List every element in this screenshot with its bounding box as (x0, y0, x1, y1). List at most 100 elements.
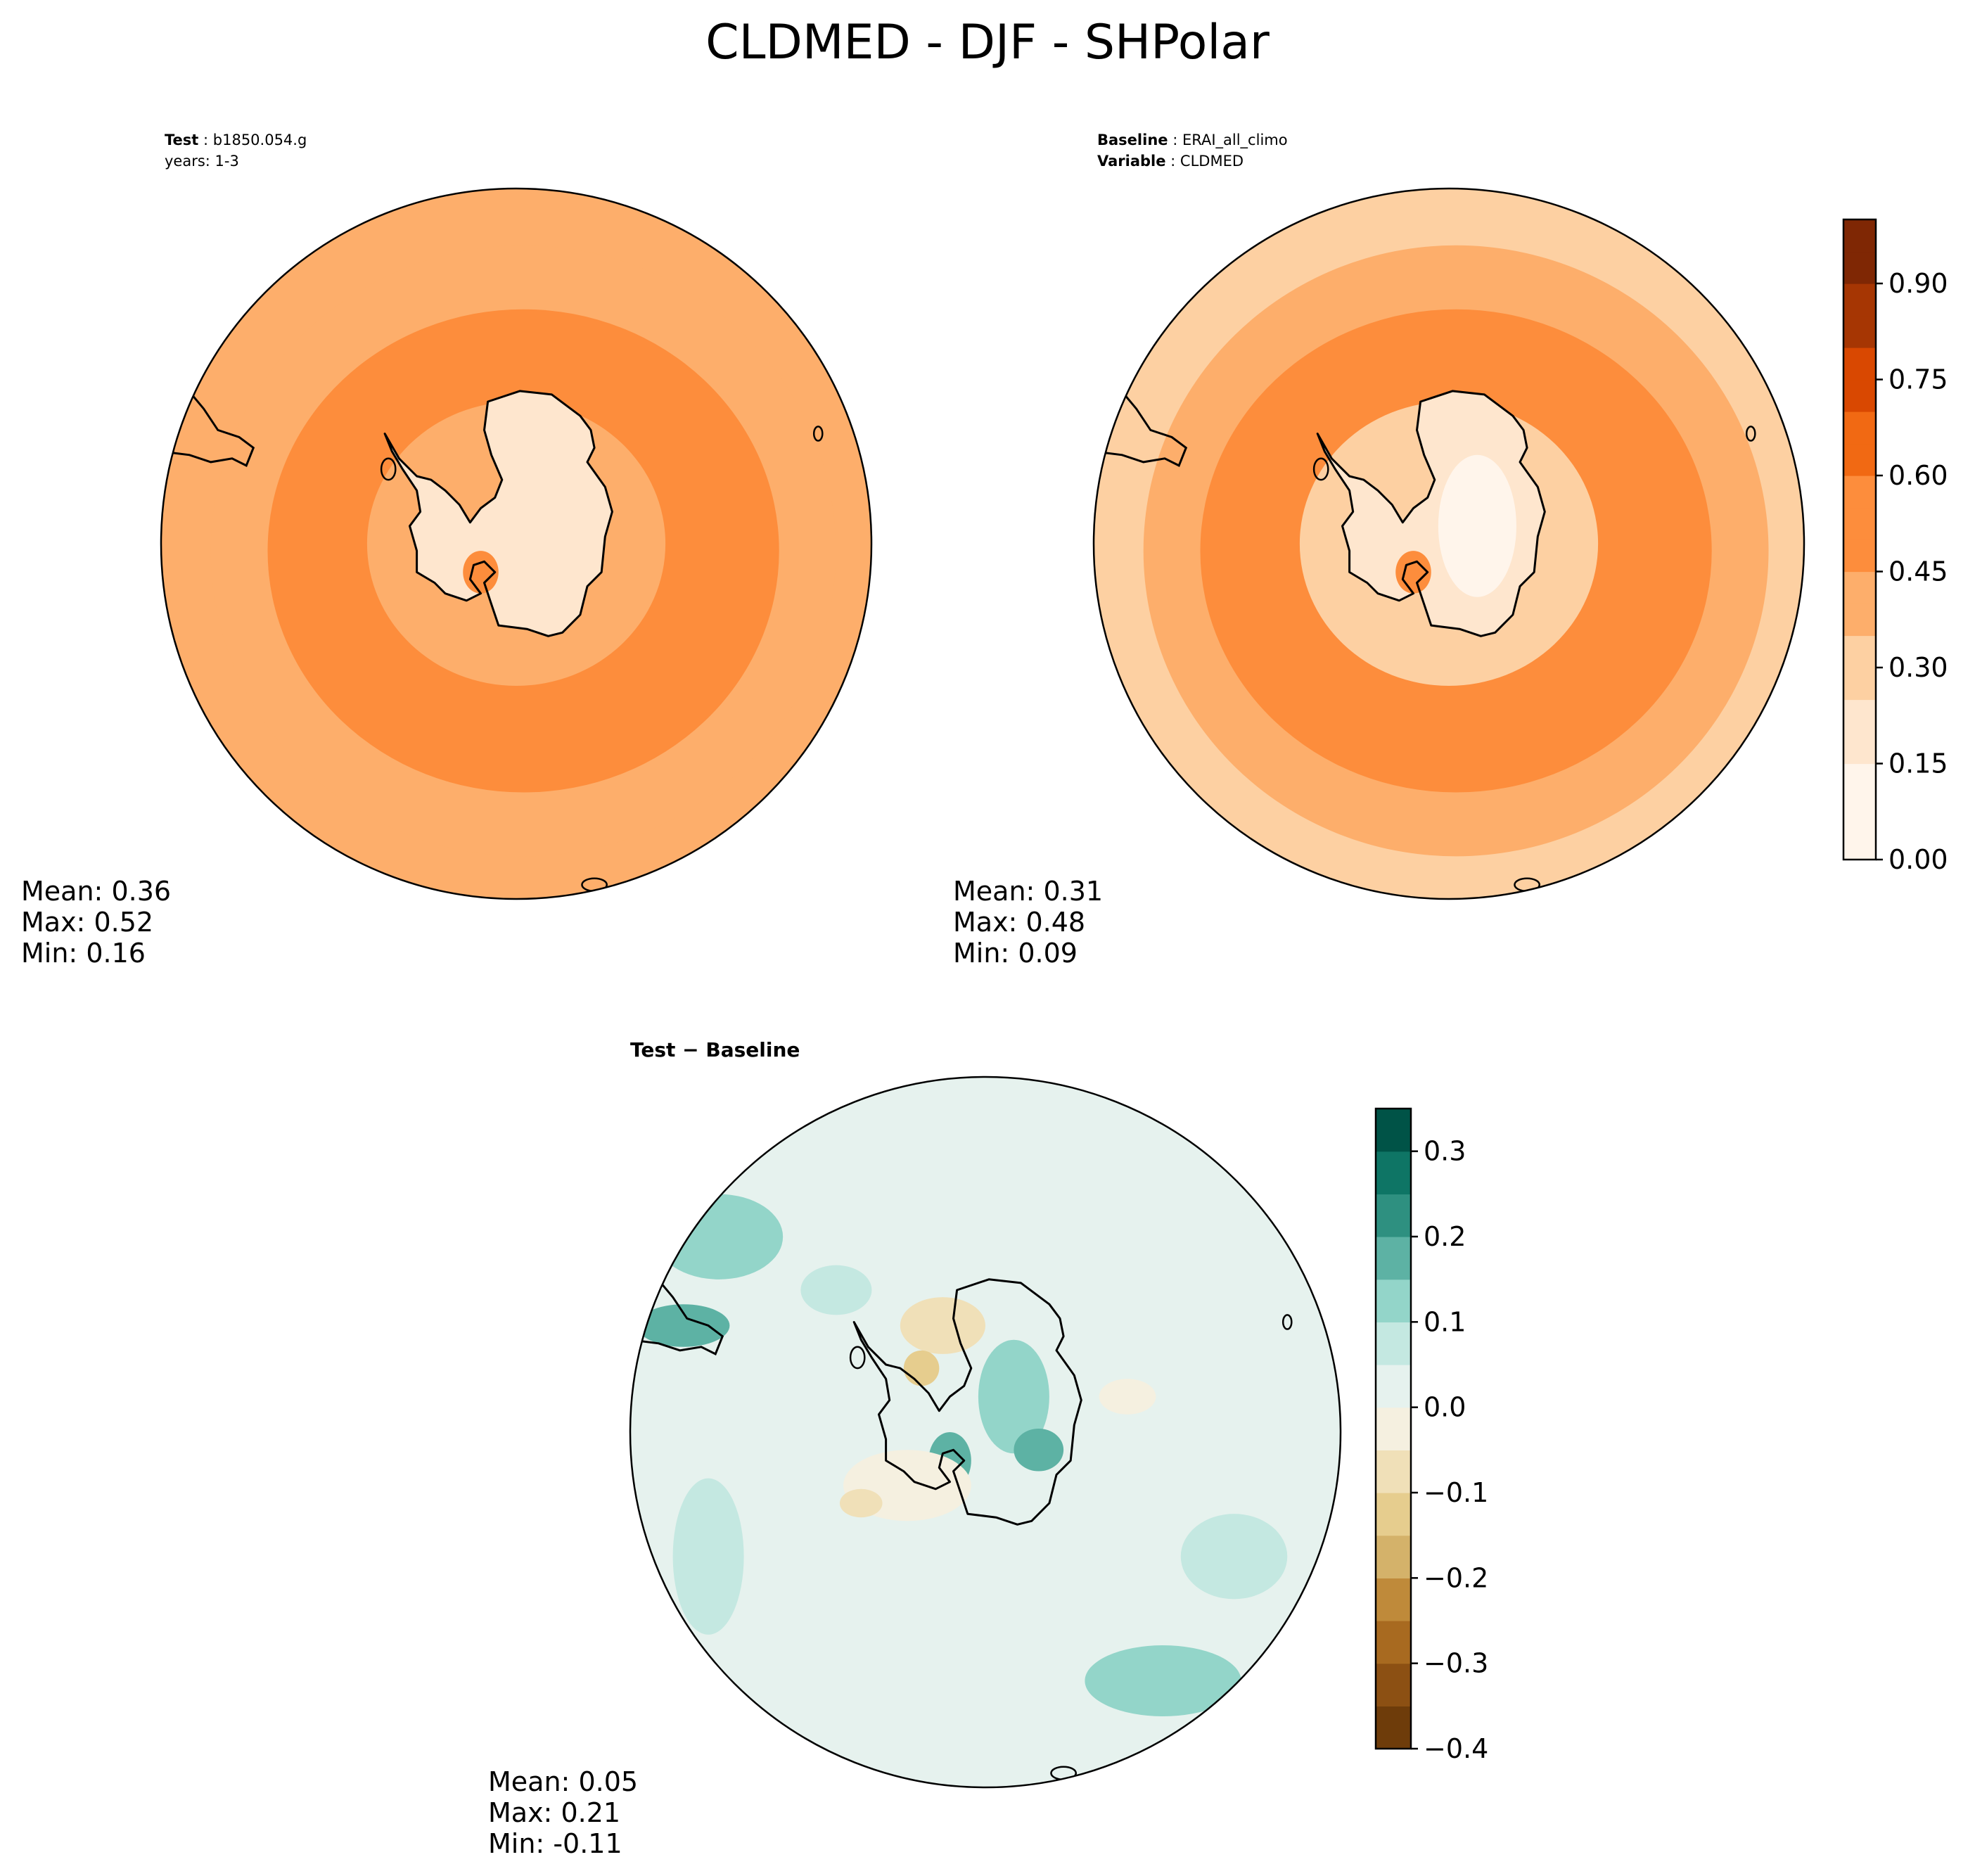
colorbar-top-tick-label: 0.75 (1888, 364, 1948, 395)
test-south-america-coastline (161, 385, 255, 467)
colorbar-top-color-step (1843, 379, 1876, 412)
test-caption-line1: Test : b1850.054.g (165, 132, 307, 148)
colorbar-top-color-step (1843, 251, 1876, 284)
colorbar-bottom-color-step (1376, 1535, 1411, 1578)
difference-stat-max: Max: 0.21 (488, 1797, 620, 1828)
colorbar-top-color-step (1843, 763, 1876, 796)
colorbar-bottom-frame (1374, 1107, 1412, 1750)
colorbar-bottom-tick-label: −0.1 (1424, 1477, 1488, 1508)
baseline-island-coastline (1745, 426, 1756, 442)
difference-anomaly-region (800, 1265, 872, 1315)
colorbar-top-color-step (1843, 219, 1876, 253)
colorbar-top-color-step (1843, 732, 1876, 765)
difference-anomaly-region (978, 1339, 1049, 1454)
colorbar-top-color-step (1843, 668, 1876, 701)
panel-test: Test : b1850.054.g years: 1-3 Mean: 0.36… (21, 132, 873, 969)
test-stat-max: Max: 0.52 (21, 907, 153, 938)
colorbar-top-color-step (1843, 315, 1876, 348)
colorbar-top-tick-label: 0.00 (1888, 844, 1948, 875)
test-map-boundary (160, 187, 873, 900)
colorbar-bottom-tick-label: 0.1 (1424, 1306, 1466, 1337)
baseline-stat-mean: Mean: 0.31 (953, 876, 1103, 907)
colorbar-bottom-color-step (1376, 1621, 1411, 1664)
baseline-south-america-coastline (1094, 385, 1188, 467)
difference-island-coastline (1281, 1314, 1293, 1330)
baseline-map (1094, 189, 1804, 899)
test-island-coastline (812, 426, 824, 442)
panel-baseline: Baseline : ERAI_all_climo Variable : CLD… (953, 132, 1805, 969)
difference-stat-min: Min: -0.11 (488, 1828, 622, 1859)
test-ross-sea-maximum (463, 551, 499, 594)
colorbar-bottom-color-step (1376, 1578, 1411, 1621)
baseline-stat-min: Min: 0.09 (953, 938, 1078, 969)
colorbar-top-tick-label: 0.45 (1888, 556, 1948, 587)
baseline-island-coastline (1312, 457, 1329, 481)
baseline-caption-line2: Variable : CLDMED (1097, 153, 1244, 170)
baseline-ross-sea-maximum (1395, 551, 1431, 594)
difference-anomaly-region (903, 1350, 940, 1386)
test-stat-min: Min: 0.16 (21, 938, 146, 969)
difference-south-america-coastline (630, 1274, 724, 1355)
colorbar-bottom-tick-label: −0.2 (1424, 1562, 1488, 1593)
difference-antarctica-coastline (852, 1278, 1082, 1526)
test-antarctica-coastline (383, 390, 613, 637)
difference-anomaly-region (1014, 1428, 1064, 1472)
figure-title: CLDMED - DJF - SHPolar (705, 15, 1270, 70)
difference-background-field (630, 1077, 1341, 1787)
colorbar-bottom-color-step (1376, 1663, 1411, 1706)
colorbar-bottom-color-step (1376, 1493, 1411, 1536)
difference-anomaly-region (900, 1297, 985, 1354)
colorbar-top-color-step (1843, 283, 1876, 317)
colorbar-top-color-step (1843, 540, 1876, 573)
colorbar-bottom: −0.4 −0.3 −0.2 −0.1 0.0 0.1 0.2 0.3 (1374, 1107, 1488, 1764)
colorbar-top-tick-label: 0.15 (1888, 748, 1948, 779)
colorbar-bottom-color-step (1376, 1194, 1411, 1237)
colorbar-bottom-tick-label: 0.2 (1424, 1221, 1466, 1252)
colorbar-bottom-tick-label: 0.0 (1424, 1392, 1466, 1423)
colorbar-bottom-tick-label: −0.4 (1424, 1733, 1488, 1764)
test-island-coastline (380, 457, 397, 481)
colorbar-top-tick-label: 0.30 (1888, 652, 1948, 683)
difference-anomaly-region (1099, 1379, 1156, 1415)
difference-map-boundary (629, 1076, 1342, 1789)
colorbar-top-color-step (1843, 827, 1876, 860)
difference-map (630, 1077, 1341, 1787)
difference-anomaly-region (839, 1488, 883, 1518)
colorbar-top-tick-label: 0.60 (1888, 460, 1948, 491)
colorbar-top-color-step (1843, 476, 1876, 509)
baseline-stat-max: Max: 0.48 (953, 907, 1085, 938)
colorbar-bottom-color-step (1376, 1450, 1411, 1493)
colorbar-bottom-color-step (1376, 1706, 1411, 1749)
colorbar-top-color-step (1843, 604, 1876, 637)
colorbar-top-tick-label: 0.90 (1888, 268, 1948, 299)
colorbar-top-color-step (1843, 347, 1876, 381)
colorbar-top-color-step (1843, 635, 1876, 668)
colorbar-bottom-color-step (1376, 1279, 1411, 1322)
baseline-antarctica-coastline (1316, 390, 1546, 637)
colorbar-top-color-step (1843, 699, 1876, 732)
colorbar-bottom-color-step (1376, 1322, 1411, 1365)
colorbar-top-color-step (1843, 443, 1876, 476)
colorbar-bottom-color-step (1376, 1151, 1411, 1194)
difference-anomaly-region (672, 1478, 744, 1635)
colorbar-bottom-color-step (1376, 1407, 1411, 1450)
colorbar-top-color-step (1843, 571, 1876, 604)
difference-anomaly-region (1085, 1645, 1241, 1716)
colorbar-bottom-tick-label: −0.3 (1424, 1648, 1488, 1679)
difference-anomaly-region (1180, 1514, 1288, 1600)
colorbar-bottom-color-step (1376, 1237, 1411, 1280)
colorbar-top-frame (1842, 218, 1877, 861)
baseline-caption-line1: Baseline : ERAI_all_climo (1097, 132, 1288, 149)
difference-stat-mean: Mean: 0.05 (488, 1766, 638, 1797)
colorbar-bottom-tick-label: 0.3 (1424, 1136, 1466, 1167)
colorbar-bottom-color-step (1376, 1109, 1411, 1152)
colorbar-top-color-step (1843, 411, 1876, 445)
baseline-map-boundary (1092, 187, 1805, 900)
difference-title: Test − Baseline (630, 1038, 800, 1061)
difference-island-coastline (849, 1346, 866, 1370)
difference-anomaly-region (637, 1304, 730, 1347)
test-stat-mean: Mean: 0.36 (21, 876, 171, 907)
test-map (161, 189, 871, 899)
panel-difference: Test − Baseline Mean: 0.05 Max: 0.21 Min… (488, 1038, 1342, 1859)
